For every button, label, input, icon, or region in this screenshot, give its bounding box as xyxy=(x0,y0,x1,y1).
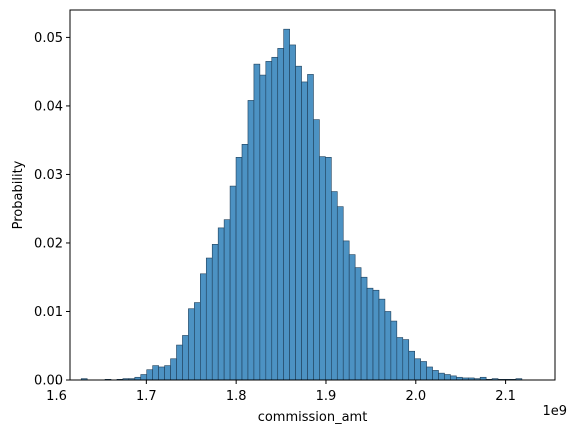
x-tick-label: 1.9 xyxy=(316,389,337,404)
histogram-bar xyxy=(331,191,338,381)
histogram-bar xyxy=(158,366,165,381)
histogram-bar xyxy=(259,74,267,381)
histogram-bar xyxy=(289,44,296,381)
histogram-bar xyxy=(223,219,231,381)
histogram-bar xyxy=(229,185,237,381)
histogram-bar xyxy=(366,287,374,381)
histogram-bar xyxy=(402,339,410,381)
histogram-bar xyxy=(426,366,433,381)
histogram-bar xyxy=(140,374,148,381)
histogram-bar xyxy=(271,56,279,381)
histogram-bar xyxy=(414,358,421,381)
histogram-bar xyxy=(182,335,189,381)
histogram-bar xyxy=(194,302,201,381)
histogram-bar xyxy=(205,257,213,381)
y-tick-label: 0.04 xyxy=(34,99,63,114)
histogram-bar xyxy=(211,244,219,381)
x-axis: 1.6 1.7 1.8 1.9 2.0 2.1 xyxy=(46,380,516,404)
y-axis-title: Probability xyxy=(11,160,26,229)
histogram-bar xyxy=(313,119,320,381)
y-axis: 0.00 0.01 0.02 0.03 0.04 0.05 xyxy=(34,31,70,389)
histogram-bar xyxy=(378,298,386,381)
y-tick-label: 0.01 xyxy=(34,305,63,320)
histogram-bar xyxy=(152,365,159,381)
histogram-bar xyxy=(241,144,249,381)
histogram-bar xyxy=(301,81,308,381)
histogram-bar xyxy=(253,63,261,381)
histogram-bar xyxy=(325,157,332,381)
histogram-bar xyxy=(188,308,195,381)
histogram-bar xyxy=(217,227,225,381)
histogram-bar xyxy=(146,369,153,381)
histogram-bar xyxy=(277,48,284,381)
histogram-bar xyxy=(342,240,350,381)
y-tick-label: 0.03 xyxy=(34,168,63,183)
y-tick-label: 0.00 xyxy=(34,374,63,389)
histogram-bar xyxy=(176,344,183,381)
x-axis-offset-label: 1e9 xyxy=(542,404,567,419)
y-tick-label: 0.02 xyxy=(34,236,63,251)
histogram-bar xyxy=(390,320,398,381)
histogram-bar xyxy=(420,361,427,381)
histogram-bar xyxy=(438,372,445,381)
histogram-bar xyxy=(396,337,404,381)
histogram-bar xyxy=(295,65,302,381)
x-tick-label: 1.7 xyxy=(136,389,157,404)
x-axis-title: commission_amt xyxy=(258,410,368,425)
histogram-bar xyxy=(348,254,356,381)
histogram-bar xyxy=(307,74,314,381)
histogram-bar xyxy=(319,156,326,381)
histogram-bar xyxy=(170,358,177,381)
histogram-bar xyxy=(372,289,380,381)
histogram-bar xyxy=(247,100,255,381)
histogram-bar xyxy=(200,273,207,381)
histogram-bar xyxy=(164,365,171,381)
histogram-bar xyxy=(360,276,368,381)
histogram-bar xyxy=(336,206,344,381)
histogram-bar xyxy=(408,350,415,381)
x-tick-label: 1.8 xyxy=(226,389,247,404)
histogram-bar xyxy=(265,61,273,381)
histogram-bar xyxy=(283,28,290,381)
plot-frame xyxy=(69,9,556,381)
histogram-bar xyxy=(450,375,457,381)
x-tick-label: 2.0 xyxy=(405,389,426,404)
histogram-bar xyxy=(444,374,451,381)
histogram-bar xyxy=(354,267,362,381)
histogram-bar xyxy=(384,311,392,381)
y-tick-label: 0.05 xyxy=(34,31,63,46)
histogram-bar xyxy=(432,370,439,381)
histogram-bar xyxy=(235,157,243,381)
x-tick-label: 2.1 xyxy=(495,389,516,404)
x-tick-label: 1.6 xyxy=(46,389,67,404)
histogram-bars xyxy=(80,28,523,381)
